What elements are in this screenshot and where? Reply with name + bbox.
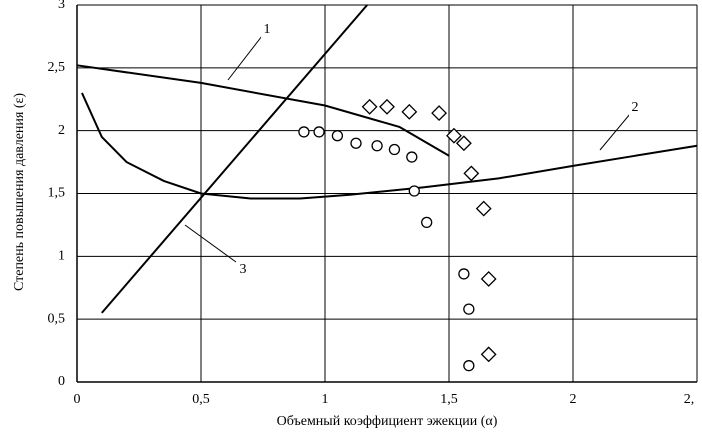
y-axis-label: Степень повышения давления (ε) xyxy=(12,93,27,291)
y-tick-label: 0,5 xyxy=(48,311,66,326)
circle-point xyxy=(313,126,325,138)
x-tick-label: 0,5 xyxy=(192,392,210,407)
circle-point xyxy=(298,126,310,138)
y-tick-label: 0 xyxy=(58,374,65,389)
diamond-point xyxy=(480,346,497,363)
x-tick-label: 1 xyxy=(322,392,329,407)
diamond-point xyxy=(480,271,497,287)
diamond-point xyxy=(463,165,480,182)
y-tick-label: 1 xyxy=(58,249,65,264)
y-tick-label: 3 xyxy=(58,0,65,12)
curve-label: 1 xyxy=(264,22,271,37)
label-bg xyxy=(629,99,641,117)
circle-point xyxy=(463,360,475,372)
curve xyxy=(101,4,368,314)
leader-line xyxy=(227,35,263,81)
diamond-point xyxy=(431,105,447,121)
circle-point xyxy=(463,303,475,315)
x-axis-label: Объемный коэффициент эжекции (α) xyxy=(277,414,498,429)
curve-label: 2 xyxy=(632,100,639,115)
x-tick-label: 2, xyxy=(684,392,695,407)
circle-point xyxy=(331,130,344,142)
curve xyxy=(76,64,450,157)
circle-point xyxy=(350,137,362,149)
diamond-point xyxy=(401,103,418,120)
circle-point xyxy=(421,216,433,229)
diamond-point xyxy=(379,98,395,115)
curve xyxy=(81,92,698,200)
leader-line xyxy=(184,224,237,263)
circle-point xyxy=(458,268,470,280)
leader-line xyxy=(599,113,631,151)
label-bg xyxy=(237,261,249,279)
diamond-point xyxy=(361,98,378,115)
curve-label: 3 xyxy=(240,262,247,277)
circle-point xyxy=(406,151,418,163)
y-tick-label: 1,5 xyxy=(48,186,66,201)
y-tick-label: 2,5 xyxy=(48,60,66,75)
y-tick-label: 2 xyxy=(58,123,65,138)
x-tick-label: 2 xyxy=(570,392,577,407)
circle-point xyxy=(388,143,401,156)
diamond-point xyxy=(475,200,492,217)
x-tick-label: 0 xyxy=(74,392,81,407)
circle-point xyxy=(371,140,383,152)
circle-point xyxy=(408,185,420,197)
diamond-point xyxy=(455,135,472,152)
x-tick-label: 1,5 xyxy=(440,392,458,407)
diamond-point xyxy=(446,127,462,144)
label-bg xyxy=(261,21,273,39)
